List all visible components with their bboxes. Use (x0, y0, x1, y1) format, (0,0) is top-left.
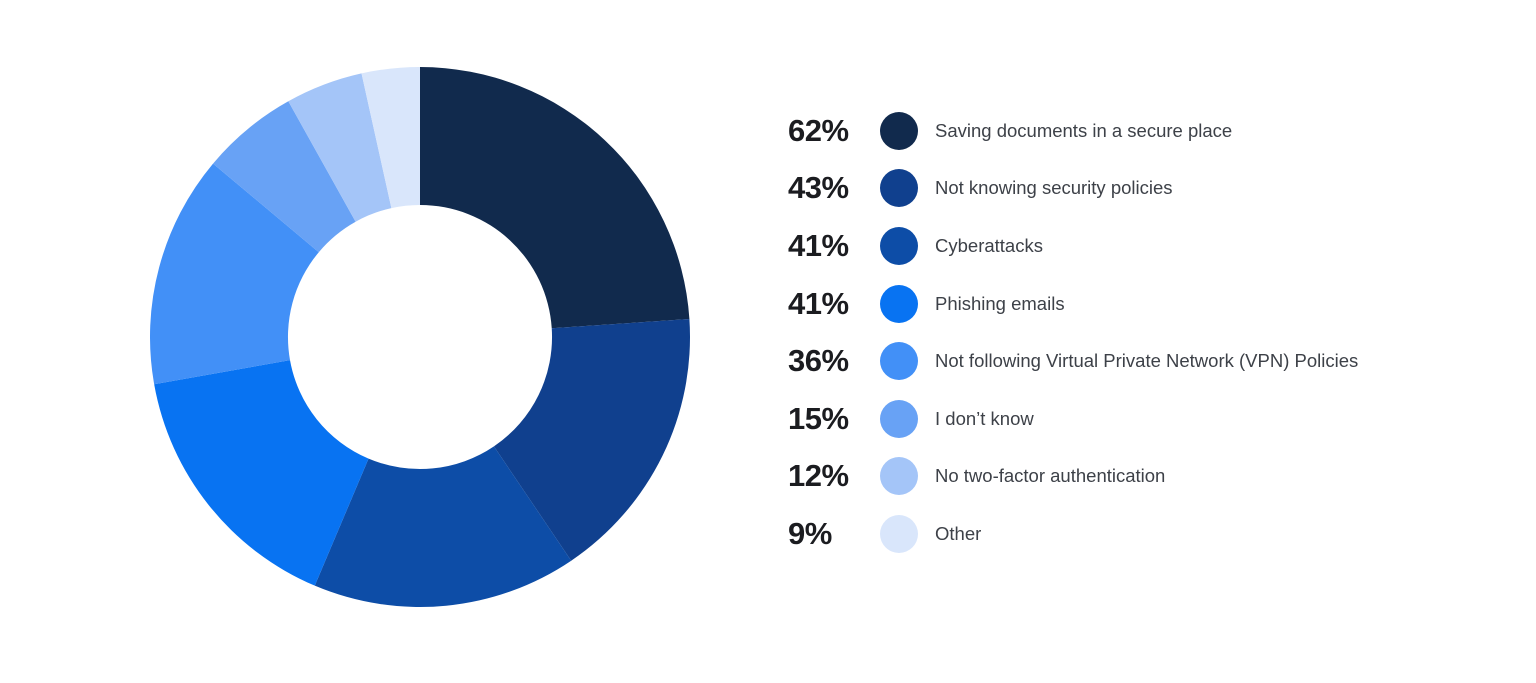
legend-swatch-icon (880, 226, 918, 265)
donut-segment (150, 163, 319, 385)
donut-segment (288, 73, 392, 222)
donut-chart-svg (150, 67, 690, 607)
donut-segment (493, 319, 690, 561)
legend-item: 12% No two-factor authentication (788, 448, 1358, 506)
legend-label: No two-factor authentication (935, 465, 1166, 487)
legend-item: 9% Other (788, 505, 1358, 563)
legend-swatch-icon (880, 514, 918, 553)
legend-swatch-icon (880, 457, 918, 496)
donut-segment (361, 67, 420, 209)
legend-item: 62% Saving documents in a secure place (788, 102, 1358, 160)
legend: 62% Saving documents in a secure place 4… (788, 102, 1358, 563)
legend-swatch-icon (880, 399, 918, 438)
legend-item: 41% Phishing emails (788, 275, 1358, 333)
donut-chart (150, 67, 690, 607)
legend-swatch-icon (880, 169, 918, 208)
legend-percent: 36% (788, 343, 849, 379)
legend-label: Not following Virtual Private Network (V… (935, 350, 1359, 372)
legend-label: Other (935, 522, 982, 544)
legend-percent: 43% (788, 170, 849, 206)
donut-segment (213, 101, 356, 253)
donut-segment (420, 67, 690, 329)
legend-item: 15% I don’t know (788, 390, 1358, 448)
legend-percent: 41% (788, 227, 849, 263)
legend-label: I don’t know (935, 407, 1034, 429)
legend-percent: 9% (788, 515, 832, 551)
legend-swatch-icon (880, 342, 918, 381)
donut-segment (314, 446, 572, 607)
legend-item: 41% Cyberattacks (788, 217, 1358, 275)
legend-percent: 62% (788, 112, 849, 148)
legend-percent: 41% (788, 285, 849, 321)
legend-label: Phishing emails (935, 292, 1065, 314)
legend-item: 43% Not knowing security policies (788, 160, 1358, 218)
legend-swatch-icon (880, 111, 918, 150)
legend-swatch-icon (880, 284, 918, 323)
legend-percent: 12% (788, 458, 849, 494)
legend-label: Cyberattacks (935, 234, 1043, 256)
donut-segment (154, 360, 369, 586)
legend-label: Saving documents in a secure place (935, 119, 1233, 141)
legend-item: 36% Not following Virtual Private Networ… (788, 332, 1358, 390)
legend-label: Not knowing security policies (935, 177, 1173, 199)
legend-percent: 15% (788, 400, 849, 436)
